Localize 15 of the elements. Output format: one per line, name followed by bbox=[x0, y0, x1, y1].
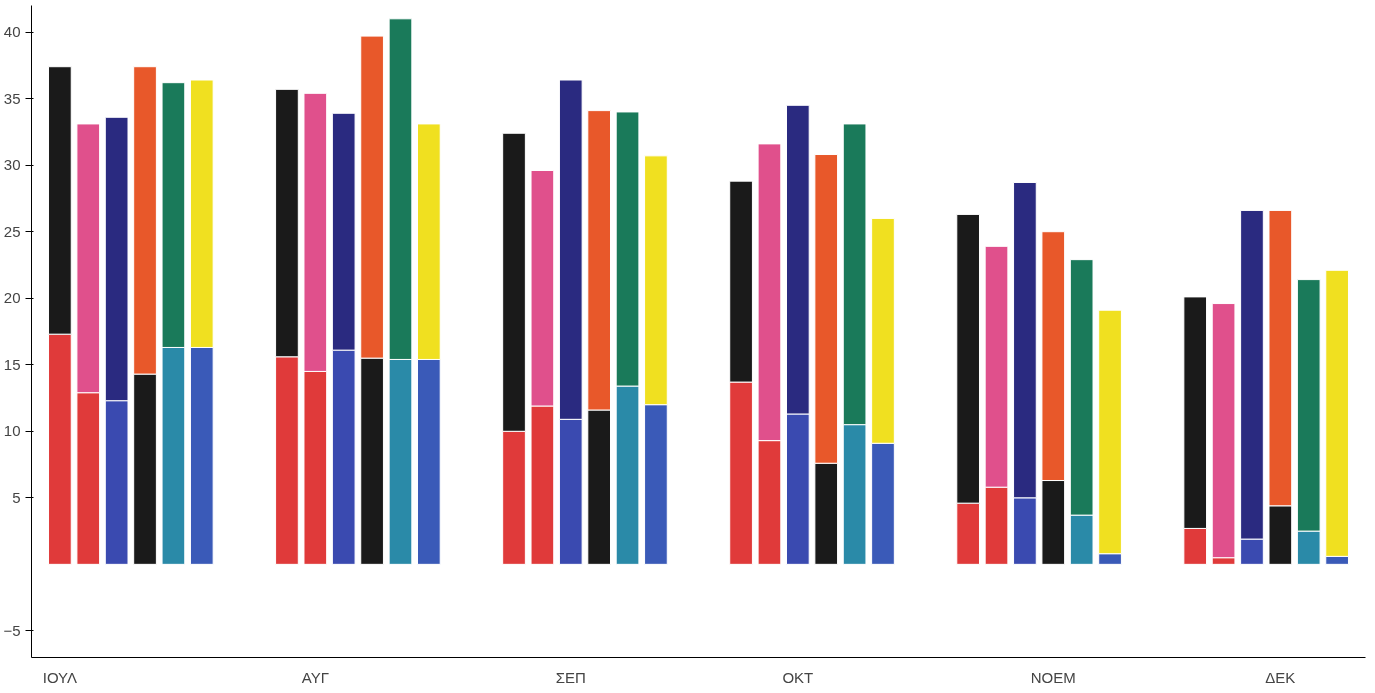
y-tick-label: 40 bbox=[3, 23, 21, 41]
x-tick-label: ΟΚΤ bbox=[782, 668, 814, 686]
y-tick-label: 5 bbox=[12, 488, 21, 506]
y-tick-label: −5 bbox=[3, 621, 21, 639]
y-tick-label: 10 bbox=[3, 422, 21, 440]
x-tick-label: ΑΥΓ bbox=[301, 668, 329, 686]
x-tick-label: ΔΕΚ bbox=[1265, 668, 1296, 686]
x-tick-label: ΝΟΕΜ bbox=[1030, 668, 1076, 686]
y-tick-label: 30 bbox=[3, 156, 21, 174]
y-tick-label: 20 bbox=[3, 289, 21, 307]
y-tick-label: 25 bbox=[3, 222, 21, 240]
y-tick-label: 35 bbox=[3, 89, 21, 107]
x-tick-label: ΣΕΠ bbox=[555, 668, 586, 686]
x-tick-label: ΙΟΥΛ bbox=[42, 668, 78, 686]
y-tick-label: 15 bbox=[3, 355, 21, 373]
